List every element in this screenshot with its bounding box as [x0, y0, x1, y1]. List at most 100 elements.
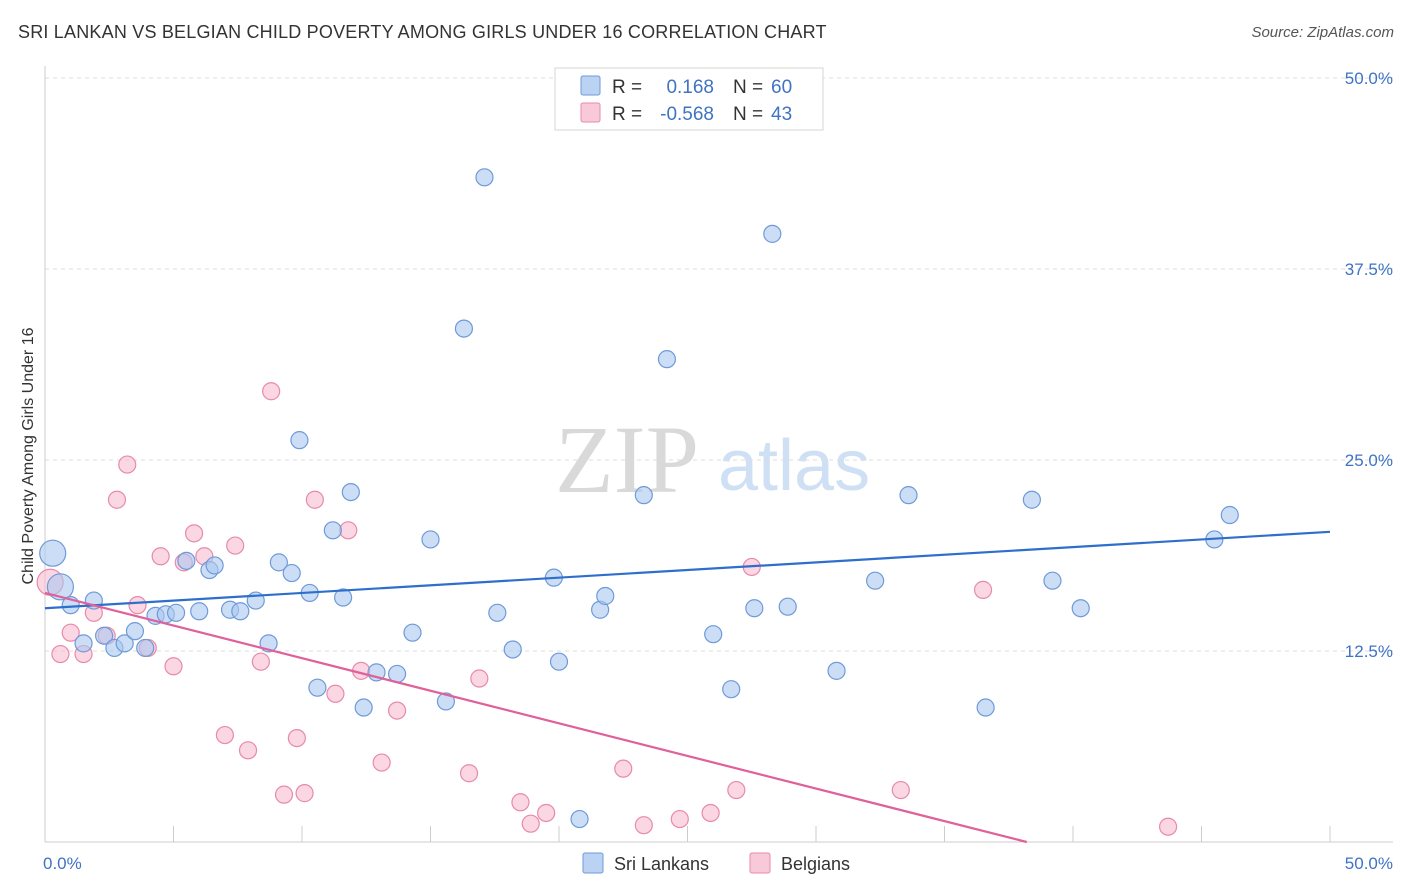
belgians-point-37	[701, 803, 720, 823]
legend-r-value-1: -0.568	[660, 104, 714, 125]
belgians-point-19	[262, 382, 281, 401]
sri-lankans-point-8	[125, 622, 145, 641]
sri-lankans-point-40	[549, 652, 569, 671]
belgians-point-24	[326, 684, 345, 703]
sri-lankans-point-58	[1220, 505, 1239, 525]
y-tick-label-3: 50.0%	[1345, 69, 1393, 88]
sri-lankans-point-45	[657, 350, 677, 369]
belgians-point-28	[387, 701, 407, 720]
sri-lankans-point-32	[403, 623, 422, 642]
sri-lankans-point-53	[976, 698, 995, 717]
sri-lankans-point-5	[95, 626, 114, 645]
y-axis-label: Child Poverty Among Girls Under 16	[20, 327, 37, 584]
sri-lankans-point-55	[1043, 571, 1062, 590]
x-tick-label-1: 50.0%	[1345, 854, 1393, 873]
sri-lankans-point-21	[269, 553, 288, 572]
belgians-point-27	[372, 753, 391, 772]
chart-title: SRI LANKAN VS BELGIAN CHILD POVERTY AMON…	[18, 22, 827, 42]
sri-lankans-trend-line	[44, 530, 1331, 610]
legend-swatch-sri-lankans	[580, 75, 601, 96]
sri-lankans-point-9	[136, 638, 155, 658]
belgians-point-13	[184, 524, 204, 543]
y-tick-label-2: 37.5%	[1345, 260, 1393, 279]
bottom-legend-label-belgians: Belgians	[781, 854, 850, 874]
sri-lankans-point-12	[166, 603, 186, 622]
axes	[44, 66, 1393, 843]
belgians-point-41	[1158, 817, 1178, 836]
legend-n-label-0: N =	[733, 77, 763, 98]
belgians-point-16	[226, 536, 245, 555]
top-legend: R = 0.168 N = 60 R = -0.568 N = 43	[554, 67, 824, 131]
legend-n-label-1: N =	[733, 104, 763, 125]
sri-lankans-point-18	[231, 602, 250, 621]
belgians-point-31	[511, 793, 530, 812]
belgians-point-7	[118, 455, 137, 474]
sri-lankans-point-51	[866, 571, 885, 590]
belgians-point-18	[251, 652, 270, 671]
sri-lankans-point-27	[334, 588, 353, 607]
belgians-point-17	[238, 741, 258, 760]
sri-lankans-point-7	[115, 634, 134, 653]
sri-lankans-point-47	[722, 680, 741, 699]
belgians-point-10	[151, 547, 170, 566]
legend-r-value-0: 0.168	[666, 77, 714, 98]
sri-lankans-point-49	[763, 224, 782, 243]
belgians-point-15	[215, 725, 234, 745]
bottom-legend-swatch-belgians	[749, 852, 771, 874]
sri-lankans-point-28	[341, 482, 360, 502]
sri-lankans-point-16	[205, 556, 224, 575]
sri-lankans-point-13	[177, 551, 196, 570]
sri-lankans-point-43	[596, 586, 615, 606]
sri-lankans-point-26	[323, 521, 342, 540]
y-tick-labels: 12.5% 25.0% 37.5% 50.0%	[1345, 69, 1393, 661]
legend-n-value-1: 43	[771, 104, 792, 125]
x-tick-label-0: 0.0%	[43, 854, 82, 873]
x-tick-labels: 0.0% 50.0%	[43, 854, 1393, 873]
belgians-point-29	[459, 764, 479, 783]
sri-lankans-point-56	[1071, 599, 1090, 618]
belgians-trend-line	[44, 591, 1028, 844]
belgians-point-34	[614, 759, 633, 778]
sri-lankans-point-48	[745, 599, 764, 618]
sri-lankans-point-34	[436, 692, 456, 711]
belgians-point-35	[634, 816, 653, 835]
belgians-point-25	[339, 521, 358, 540]
watermark-zip: ZIP	[555, 406, 699, 513]
trend-lines	[44, 530, 1331, 844]
belgians-point-1	[51, 644, 70, 664]
sri-lankans-point-44	[634, 486, 653, 505]
sri-lankans-point-35	[454, 319, 474, 338]
legend-n-value-0: 60	[771, 77, 792, 98]
y-tick-label-1: 25.0%	[1345, 451, 1393, 470]
bottom-legend: Sri Lankans Belgians	[582, 852, 850, 874]
sri-lankans-point-23	[290, 431, 309, 450]
belgians-point-8	[128, 596, 147, 615]
sri-lankans-point-14	[190, 602, 209, 621]
sri-lankans-point-29	[354, 698, 373, 717]
belgians-point-11	[164, 657, 183, 676]
sri-lankans-point-38	[503, 640, 522, 659]
watermark-atlas: atlas	[718, 426, 870, 506]
belgians-point-22	[295, 784, 314, 803]
belgians-point-21	[287, 728, 306, 748]
sri-lankans-point-25	[308, 678, 327, 697]
grid-lines	[45, 77, 1393, 652]
belgians-point-33	[537, 803, 556, 823]
sri-lankans-point-36	[475, 168, 494, 187]
legend-r-label-1: R =	[612, 104, 642, 125]
belgians-point-2	[61, 623, 80, 642]
sri-lankans-point-0	[39, 539, 67, 567]
legend-r-label-0: R =	[612, 77, 642, 98]
bottom-legend-swatch-sri-lankans	[582, 852, 604, 874]
legend-swatch-belgians	[580, 102, 601, 123]
watermark: ZIP atlas	[555, 406, 870, 513]
belgians-point-6	[107, 490, 127, 509]
sri-lankans-point-1	[46, 573, 75, 601]
sri-lankans-point-37	[488, 603, 507, 622]
belgians-point-40	[973, 580, 993, 599]
sri-lankans-point-46	[704, 625, 723, 644]
bottom-legend-label-sri-lankans: Sri Lankans	[614, 854, 709, 874]
belgians-point-39	[891, 780, 910, 800]
y-tick-label-0: 12.5%	[1345, 642, 1393, 661]
belgians-point-30	[470, 669, 489, 688]
